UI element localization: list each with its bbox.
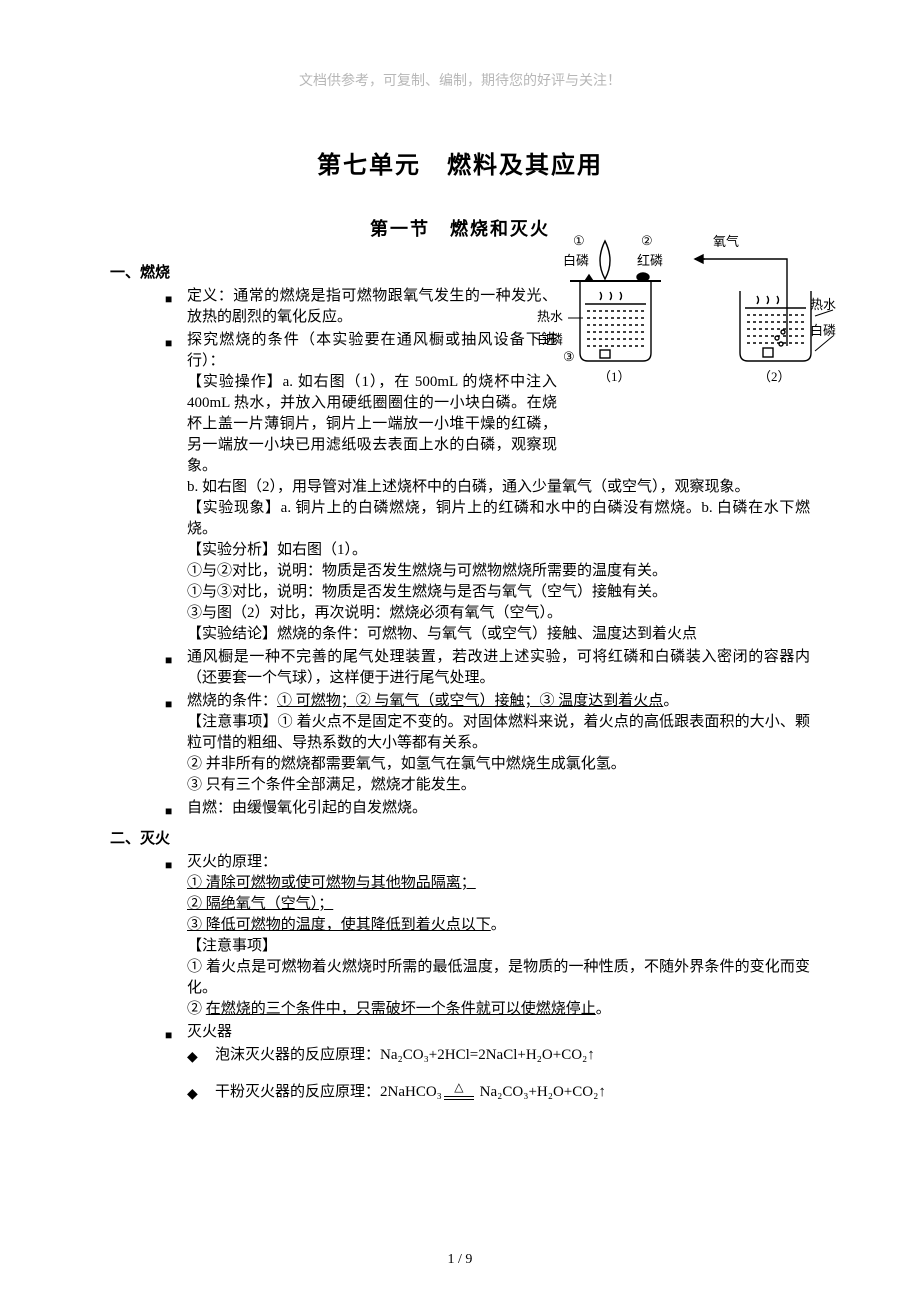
page-number: 1 / 9 <box>0 1252 920 1268</box>
powder-post: Na₂CO₃+H₂O+CO₂↑ <box>476 1084 606 1100</box>
diagram-svg <box>545 226 840 401</box>
exp-op-a: 【实验操作】a. 如右图（1），在 500mL 的烧杯中注入 400mL 热水，… <box>187 372 557 477</box>
principle-2: ② 隔绝氧气（空气）； <box>187 896 333 912</box>
document-page: 文档供参考，可复制、编制，期待您的好评与关注！ 第七单元 燃料及其应用 第一节 … <box>0 0 920 1302</box>
diagram-label-baip-l: 白磷 <box>537 329 563 348</box>
experiment-diagram: ① 白磷 ② 红磷 氧气 热水 白磷 热水 白磷 ③ （1） （2） <box>545 226 840 401</box>
diagram-caption-2: （2） <box>758 366 791 385</box>
diagram-label-2: ② <box>641 233 653 249</box>
foam-pre: 泡沫灭火器的反应原理： <box>215 1047 380 1063</box>
principle-head: 灭火的原理： <box>187 852 810 873</box>
diagram-label-reshui-r: 热水 <box>810 294 836 313</box>
exp-analysis-head: 【实验分析】如右图（1）。 <box>187 540 810 561</box>
note2-pre: ② <box>187 1001 206 1017</box>
principle-note1: ① 着火点是可燃物着火燃烧时所需的最低温度，是物质的一种性质，不随外界条件的变化… <box>187 957 810 999</box>
cond-3: ③ 温度达到着火点 <box>540 693 664 709</box>
diagram-label-baip-r: 白磷 <box>810 320 836 339</box>
spontaneous-combustion: 自燃：由缓慢氧化引起的自发燃烧。 <box>187 798 810 822</box>
cond-note2: ② 并非所有的燃烧都需要氧气，如氢气在氯气中燃烧生成氯化氢。 <box>187 754 810 775</box>
foam-eq: Na₂CO₃+2HCl=2NaCl+H₂O+CO₂↑ <box>380 1047 595 1063</box>
square-bullet-icon: ■ <box>165 852 187 1020</box>
diamond-bullet-icon: ◆ <box>187 1082 215 1105</box>
exp-phenomenon: 【实验现象】a. 铜片上的白磷燃烧，铜片上的红磷和水中的白磷没有燃烧。b. 白磷… <box>187 498 810 540</box>
cond-post: 。 <box>663 693 678 709</box>
diagram-label-reshui-l: 热水 <box>537 306 563 325</box>
square-bullet-icon: ■ <box>165 286 187 328</box>
extinguisher-block: 灭火器 ◆ 泡沫灭火器的反应原理：Na₂CO₃+2HCl=2NaCl+H₂O+C… <box>187 1022 810 1107</box>
principle-3: ③ 降低可燃物的温度，使其降低到着火点以下 <box>187 917 491 933</box>
header-watermark: 文档供参考，可复制、编制，期待您的好评与关注！ <box>110 70 810 90</box>
cond-note1: 【注意事项】① 着火点不是固定不变的。对固体燃料来说，着火点的高低跟表面积的大小… <box>187 712 810 754</box>
principle-notes-head: 【注意事项】 <box>187 936 810 957</box>
diagram-label-hongp: 红磷 <box>637 250 663 269</box>
cond-prefix: 燃烧的条件： <box>187 693 277 709</box>
square-bullet-icon: ■ <box>165 647 187 689</box>
diagram-label-3: ③ <box>563 349 575 365</box>
exp-intro: 探究燃烧的条件（本实验要在通风橱或抽风设备下进行）： <box>187 330 557 372</box>
unit-title: 第七单元 燃料及其应用 <box>110 145 810 180</box>
diagram-label-1: ① <box>573 233 585 249</box>
heating-equals-icon: △ <box>444 1086 474 1100</box>
extinguisher-head: 灭火器 <box>187 1022 810 1043</box>
exp-conclusion: 【实验结论】燃烧的条件：可燃物、与氧气（或空气）接触、温度达到着火点 <box>187 624 810 645</box>
exp-analysis-1: ①与②对比，说明：物质是否发生燃烧与可燃物燃烧所需要的温度有关。 <box>187 561 810 582</box>
definition-text: 定义：通常的燃烧是指可燃物跟氧气发生的一种发光、放热的剧烈的氧化反应。 <box>187 286 557 328</box>
principle-3-post: 。 <box>491 917 506 933</box>
powder-extinguisher: 干粉灭火器的反应原理：2NaHCO₃△ Na₂CO₃+H₂O+CO₂↑ <box>215 1082 810 1105</box>
exp-op-b: b. 如右图（2），用导管对准上述烧杯中的白磷，通入少量氧气（或空气），观察现象… <box>187 477 810 498</box>
cond-2: ② 与氧气（或空气）接触； <box>356 693 540 709</box>
principle-1: ① 清除可燃物或使可燃物与其他物品隔离； <box>187 875 476 891</box>
powder-pre: 干粉灭火器的反应原理：2NaHCO₃ <box>215 1084 442 1100</box>
fume-hood-text: 通风橱是一种不完善的尾气处理装置，若改进上述实验，可将红磷和白磷装入密闭的容器内… <box>187 647 810 689</box>
exp-analysis-3: ③与图（2）对比，再次说明：燃烧必须有氧气（空气）。 <box>187 603 810 624</box>
foam-extinguisher: 泡沫灭火器的反应原理：Na₂CO₃+2HCl=2NaCl+H₂O+CO₂↑ <box>215 1045 810 1068</box>
cond-1: ① 可燃物； <box>277 693 356 709</box>
diamond-bullet-icon: ◆ <box>187 1045 215 1068</box>
note2-underline: 在燃烧的三个条件中，只需破坏一个条件就可以使燃烧停止 <box>206 1001 596 1017</box>
combustion-conditions: 燃烧的条件：① 可燃物；② 与氧气（或空气）接触；③ 温度达到着火点。 【注意事… <box>187 691 810 796</box>
square-bullet-icon: ■ <box>165 330 187 645</box>
heading-extinguish: 二、灭火 <box>110 827 810 848</box>
note2-post: 。 <box>596 1001 611 1017</box>
square-bullet-icon: ■ <box>165 798 187 822</box>
diagram-caption-1: （1） <box>598 366 631 385</box>
square-bullet-icon: ■ <box>165 1022 187 1107</box>
diagram-label-baip1: 白磷 <box>563 250 589 269</box>
principle-note2: ② 在燃烧的三个条件中，只需破坏一个条件就可以使燃烧停止。 <box>187 999 810 1020</box>
extinguish-principle: 灭火的原理： ① 清除可燃物或使可燃物与其他物品隔离； ② 隔绝氧气（空气）； … <box>187 852 810 1020</box>
exp-analysis-2: ①与③对比，说明：物质是否发生燃烧与是否与氧气（空气）接触有关。 <box>187 582 810 603</box>
diagram-label-yangqi: 氧气 <box>713 231 739 250</box>
square-bullet-icon: ■ <box>165 691 187 796</box>
cond-note3: ③ 只有三个条件全部满足，燃烧才能发生。 <box>187 775 810 796</box>
sec2-content: ■ 灭火的原理： ① 清除可燃物或使可燃物与其他物品隔离； ② 隔绝氧气（空气）… <box>165 852 810 1107</box>
